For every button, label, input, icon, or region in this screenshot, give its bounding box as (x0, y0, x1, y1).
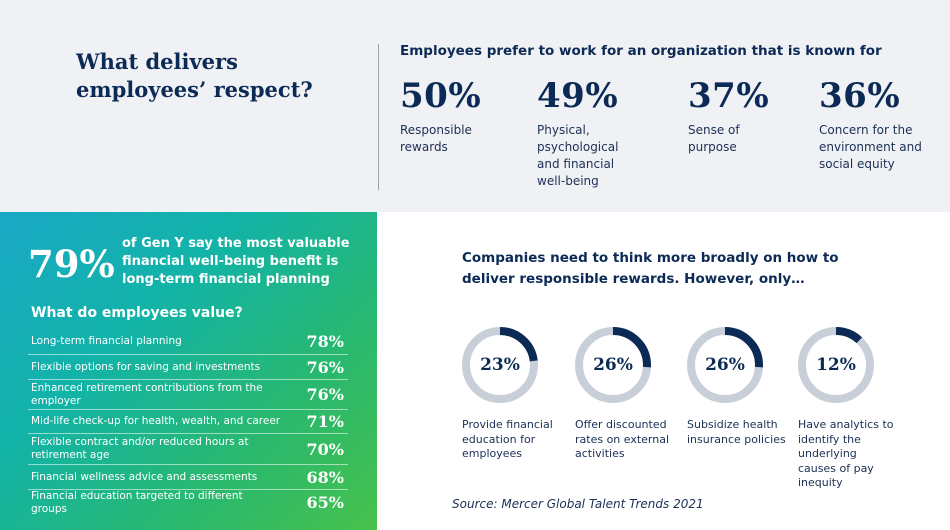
progress-ring: 26% (574, 326, 652, 404)
list-item: Flexible options for saving and investme… (28, 355, 348, 380)
donut-item-financial-education: 23% Provide financial education for empl… (462, 326, 562, 462)
value-label: Financial education targeted to differen… (31, 489, 243, 515)
rewards-heading: Companies need to think more broadly on … (462, 250, 839, 287)
value-percent: 70% (306, 439, 344, 459)
value-label: Flexible options for saving and investme… (31, 360, 261, 373)
donut-item-pay-analytics: 12% Have analytics to identify the under… (798, 326, 898, 491)
ring-value: 23% (480, 355, 520, 375)
ring-label: Offer discounted rates on external activ… (575, 418, 670, 460)
progress-ring: 26% (686, 326, 764, 404)
value-list: Long-term financial planning 78% Flexibl… (28, 329, 348, 515)
value-label: Long-term financial planning (31, 335, 182, 347)
ring-label: Have analytics to identify the underlyin… (798, 418, 894, 489)
ring-label: Subsidize health insurance policies (687, 418, 786, 446)
ring-label: Provide financial education for employee… (462, 418, 553, 460)
list-item: Financial wellness advice and assessment… (28, 465, 348, 490)
list-item: Enhanced retirement contributions from t… (28, 380, 348, 410)
list-item: Long-term financial planning 78% (28, 329, 348, 355)
value-label: Financial wellness advice and assessment… (31, 470, 258, 483)
ring-value: 26% (593, 355, 633, 375)
value-percent: 65% (306, 493, 344, 512)
value-percent: 78% (306, 332, 344, 351)
value-label: Enhanced retirement contributions from t… (31, 381, 263, 407)
stat-environment-equity: 36% Concern for the environment and soci… (819, 76, 929, 173)
ring-value: 12% (816, 355, 856, 375)
value-label: Flexible contract and/or reduced hours a… (31, 436, 249, 461)
stat-value: 50% (400, 76, 482, 116)
value-label: Mid-life check-up for health, wealth, an… (31, 415, 281, 427)
stats-heading: Employees prefer to work for an organiza… (400, 43, 882, 59)
stat-responsible-rewards: 50% Responsible rewards (400, 76, 510, 156)
list-item: Financial education targeted to differen… (28, 490, 348, 515)
stat-label: Concern for the environment and social e… (819, 123, 922, 171)
top-section: What delivers employees’ respect? Employ… (0, 0, 950, 212)
stat-value: 49% (537, 76, 619, 116)
stat-well-being: 49% Physical, psychological and financia… (537, 76, 637, 190)
stat-label: Physical, psychological and financial we… (537, 123, 619, 188)
progress-ring: 12% (797, 326, 875, 404)
ring-value: 26% (705, 355, 745, 375)
list-item: Flexible contract and/or reduced hours a… (28, 434, 348, 465)
gen-y-panel: 79% of Gen Y say the most valuable finan… (0, 212, 377, 530)
donut-item-discounted-rates: 26% Offer discounted rates on external a… (575, 326, 675, 462)
source-note: Source: Mercer Global Talent Trends 2021 (452, 497, 704, 511)
stat-sense-of-purpose: 37% Sense of purpose (688, 76, 770, 156)
value-percent: 76% (306, 357, 344, 377)
gen-y-percent: 79% (28, 242, 115, 286)
progress-ring: 23% (461, 326, 539, 404)
stat-label: Sense of purpose (688, 123, 740, 154)
stat-value: 36% (819, 76, 901, 116)
vertical-divider (378, 44, 379, 190)
donut-item-health-insurance: 26% Subsidize health insurance policies (687, 326, 787, 447)
list-item: Mid-life check-up for health, wealth, an… (28, 410, 348, 434)
value-percent: 71% (306, 412, 344, 431)
value-list-heading: What do employees value? (31, 305, 243, 321)
stat-value: 37% (688, 76, 770, 116)
gen-y-statement: of Gen Y say the most valuable financial… (122, 236, 350, 287)
value-percent: 68% (306, 467, 344, 487)
page-title: What delivers employees’ respect? (76, 49, 313, 102)
value-percent: 76% (306, 385, 344, 404)
stat-label: Responsible rewards (400, 123, 472, 154)
